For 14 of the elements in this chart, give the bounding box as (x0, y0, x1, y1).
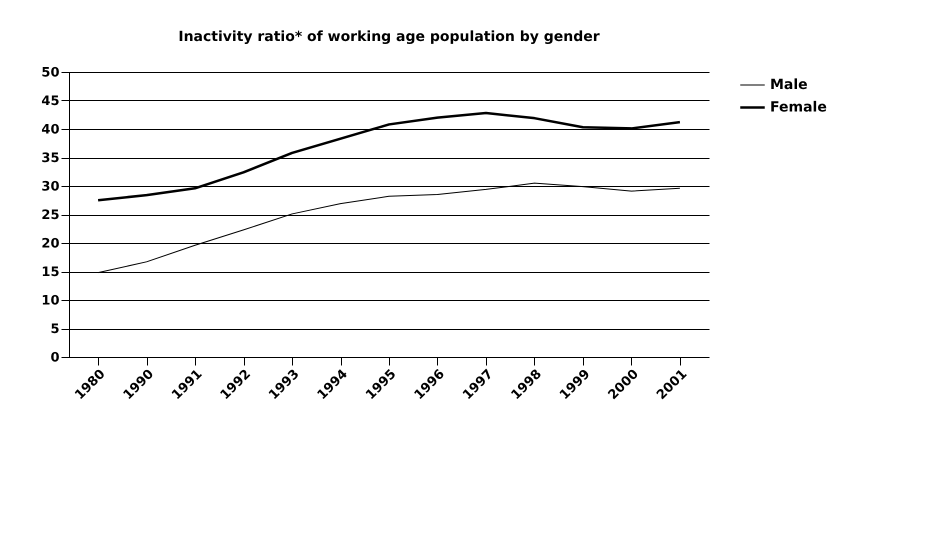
legend-label: Male (770, 77, 808, 93)
y-tick-label: 45 (41, 94, 60, 109)
y-tick-label: 25 (41, 208, 60, 223)
y-tick-label: 35 (41, 151, 60, 166)
y-tick-label: 30 (41, 180, 60, 194)
y-tick-label: 40 (41, 122, 60, 138)
y-tick-label: 10 (41, 294, 60, 308)
y-tick-label: 0 (50, 350, 60, 366)
y-tick-label: 20 (41, 236, 60, 252)
y-tick-label: 5 (50, 322, 60, 337)
chart-title: Inactivity ratio* of working age population by gender (178, 29, 600, 45)
legend-label: Female (770, 100, 827, 116)
y-tick-label: 15 (41, 265, 60, 280)
y-tick-label: 50 (41, 66, 60, 80)
